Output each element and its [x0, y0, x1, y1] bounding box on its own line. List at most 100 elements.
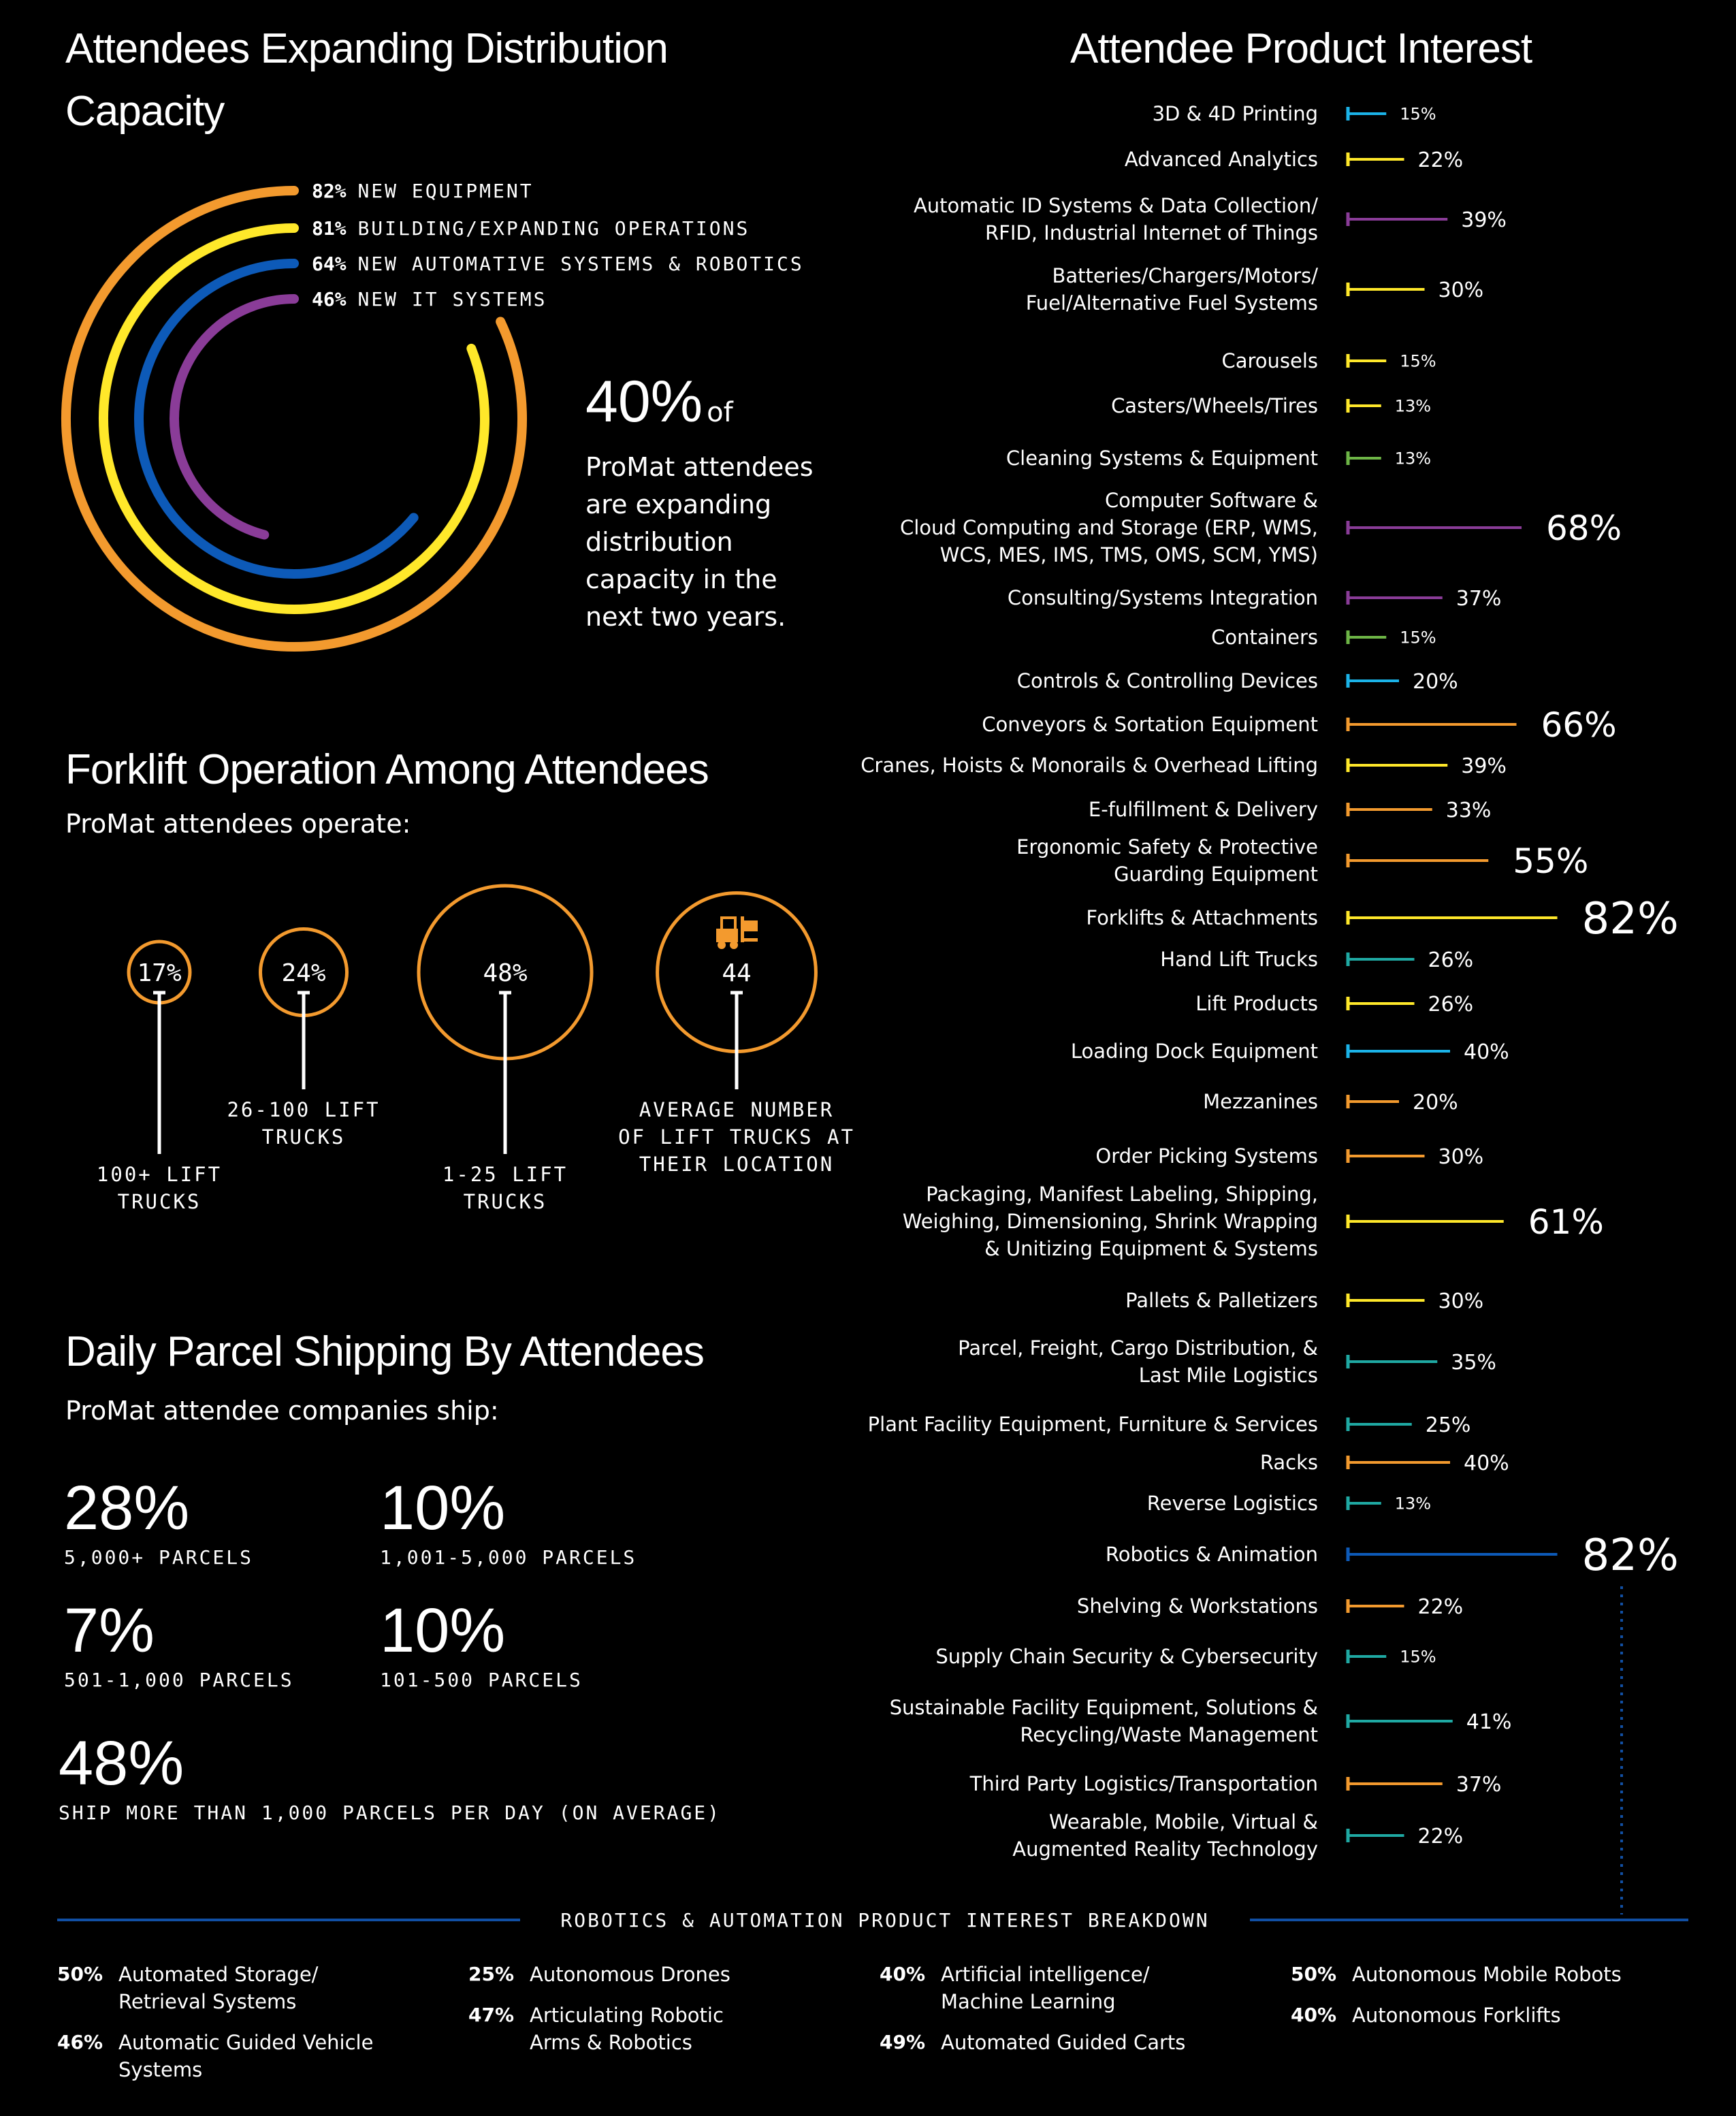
- parcel-title: Daily Parcel Shipping By Attendees: [65, 1328, 705, 1375]
- forklift-icon-load: [744, 920, 758, 931]
- bar-label: Racks: [1260, 1451, 1318, 1474]
- bar-value-label: 82%: [1582, 1530, 1679, 1581]
- bar-value-label: 30%: [1438, 278, 1484, 302]
- capacity-title: Attendees Expanding Distribution Capacit…: [65, 18, 669, 143]
- capacity-title-line1: Attendees Expanding Distribution: [65, 25, 669, 72]
- bar-value-label: 55%: [1513, 841, 1588, 881]
- parcel-stat-label: 1,001-5,000 PARCELS: [380, 1546, 637, 1569]
- robotics-item-label-line: Automated Guided Carts: [941, 2031, 1186, 2054]
- robotics-item-label-line: Machine Learning: [941, 1990, 1116, 2013]
- robotics-item-label: Automatic Guided Vehicle Systems: [118, 2029, 373, 2083]
- bar-value-label: 15%: [1400, 352, 1436, 371]
- radial-label-name: NEW EQUIPMENT: [357, 180, 533, 202]
- bar-label: Cleaning Systems & Equipment: [1006, 447, 1318, 470]
- bar-value-label: 41%: [1466, 1710, 1512, 1734]
- forklift-bubble-chart: 17% 100+ LIFT TRUCKS 24% 26-100 LIFT TRUCKS 48…: [97, 884, 853, 1213]
- bar-label: Automatic ID Systems & Data Collection/: [914, 194, 1318, 217]
- bar-value-label: 13%: [1395, 397, 1431, 416]
- bar-label: Shelving & Workstations: [1077, 1594, 1318, 1618]
- callout-line: distribution: [585, 527, 733, 557]
- bar-value-label: 30%: [1438, 1289, 1484, 1313]
- bar-label: Recycling/Waste Management: [1020, 1723, 1318, 1746]
- robotics-item-label: Autonomous Mobile Robots: [1352, 1961, 1622, 1988]
- bubble-value: 17%: [137, 959, 181, 987]
- parcel-stat: 7% 501-1,000 PARCELS: [64, 1597, 294, 1691]
- bubble-value: 48%: [483, 959, 527, 987]
- bubble-value: 24%: [281, 959, 325, 987]
- bar-label: Controls & Controlling Devices: [1017, 669, 1318, 692]
- bar-value-label: 37%: [1456, 587, 1502, 611]
- radial-ring: [134, 259, 419, 579]
- robotics-item-label: Autonomous Forklifts: [1352, 2002, 1561, 2029]
- robotics-item-label-line: Retrieval Systems: [118, 1990, 297, 2013]
- robotics-item-label: Artificial intelligence/Machine Learning: [941, 1961, 1150, 2015]
- robotics-item-label-line: Arms & Robotics: [530, 2031, 692, 2054]
- radial-ring: [61, 186, 527, 652]
- robotics-item-percent: 50%: [57, 1963, 103, 1985]
- bar-value-label: 68%: [1546, 509, 1622, 548]
- bar-label: Mezzanines: [1203, 1090, 1318, 1113]
- bar-label: Forklifts & Attachments: [1086, 906, 1318, 929]
- bar-value-label: 22%: [1418, 1825, 1464, 1848]
- bar-label: Batteries/Chargers/Motors/: [1052, 264, 1319, 287]
- bar-label: Weighing, Dimensioning, Shrink Wrapping: [903, 1210, 1318, 1233]
- bar-label: Ergonomic Safety & Protective: [1016, 835, 1318, 859]
- robotics-item-label: Automated Guided Carts: [941, 2029, 1185, 2056]
- robotics-item-percent: 47%: [468, 2004, 515, 2026]
- bar-value-label: 15%: [1400, 1648, 1436, 1667]
- bar-label: Advanced Analytics: [1125, 148, 1318, 171]
- bubble-label: 100+ LIFT: [97, 1163, 222, 1186]
- parcel-stat-value: 28%: [64, 1473, 190, 1543]
- bar-label: Packaging, Manifest Labeling, Shipping,: [926, 1183, 1318, 1206]
- divider-right: [1250, 1919, 1688, 1921]
- robotics-item-label: Articulating Robotic Arms & Robotics: [530, 2002, 724, 2056]
- bar-label: Third Party Logistics/Transportation: [969, 1772, 1318, 1795]
- radial-label: 46% NEW IT SYSTEMS: [312, 288, 547, 310]
- radial-label: 81% BUILDING/EXPANDING OPERATIONS: [312, 217, 750, 240]
- parcel-stat-label: 5,000+ PARCELS: [64, 1546, 254, 1569]
- parcel-subtitle: ProMat attendee companies ship:: [65, 1396, 499, 1426]
- robotics-item-label: Automated Storage/Retrieval Systems: [118, 1961, 318, 2015]
- bar-value-label: 26%: [1428, 948, 1474, 972]
- bubble-label: TRUCKS: [464, 1190, 547, 1213]
- robotics-item-percent: 25%: [468, 1963, 515, 1985]
- capacity-title-line2: Capacity: [65, 88, 225, 135]
- bar-label: Containers: [1211, 626, 1318, 649]
- robotics-item-label-line: Autonomous Forklifts: [1352, 2004, 1561, 2027]
- bar-value-label: 22%: [1418, 1595, 1464, 1619]
- bar-value-label: 82%: [1582, 894, 1679, 944]
- bar-label: 3D & 4D Printing: [1153, 102, 1318, 125]
- capacity-callout: 40% of ProMat attendees are expanding distr…: [585, 371, 858, 636]
- robotics-item-label-line: Systems: [118, 2058, 203, 2081]
- forklift-icon-cab: [720, 916, 737, 931]
- forklift-icon-mast: [741, 916, 744, 942]
- interest-bar-chart: 3D & 4D Printing 15% Advanced Analytics 22%…: [861, 102, 1679, 1914]
- bar-value-label: 15%: [1400, 105, 1436, 124]
- bar-label: Cranes, Hoists & Monorails & Overhead Li…: [861, 754, 1318, 777]
- parcel-stat-value: 10%: [380, 1473, 506, 1543]
- forklift-icon-wheel: [718, 941, 726, 949]
- bar-label: Fuel/Alternative Fuel Systems: [1026, 291, 1318, 315]
- radial-ring: [99, 223, 489, 614]
- radial-label-name: BUILDING/EXPANDING OPERATIONS: [357, 217, 750, 240]
- bar-label: Pallets & Palletizers: [1125, 1289, 1318, 1312]
- callout-percent: 40%: [585, 369, 703, 434]
- bar-label: Plant Facility Equipment, Furniture & Se…: [868, 1413, 1318, 1436]
- robotics-item-percent: 46%: [57, 2031, 103, 2053]
- robotics-item-label-line: Automatic Guided Vehicle: [118, 2031, 374, 2054]
- bubble-label: AVERAGE NUMBER: [639, 1098, 834, 1121]
- bar-value-label: 13%: [1395, 1494, 1431, 1513]
- bubble-label: THEIR LOCATION: [639, 1153, 834, 1176]
- bar-value-label: 40%: [1464, 1452, 1509, 1475]
- parcel-stat-label: SHIP MORE THAN 1,000 PARCELS PER DAY (ON…: [59, 1801, 722, 1824]
- bar-value-label: 15%: [1400, 628, 1436, 647]
- bar-label: RFID, Industrial Internet of Things: [985, 221, 1318, 244]
- bar-value-label: 35%: [1451, 1351, 1496, 1375]
- bar-value-label: 37%: [1456, 1773, 1502, 1797]
- bubble-value: 44: [722, 959, 751, 987]
- bar-label: Hand Lift Trucks: [1160, 948, 1318, 971]
- parcel-stat-value: 48%: [59, 1729, 184, 1798]
- parcel-stat: 10% 101-500 PARCELS: [380, 1597, 583, 1691]
- bar-value-label: 13%: [1395, 449, 1431, 468]
